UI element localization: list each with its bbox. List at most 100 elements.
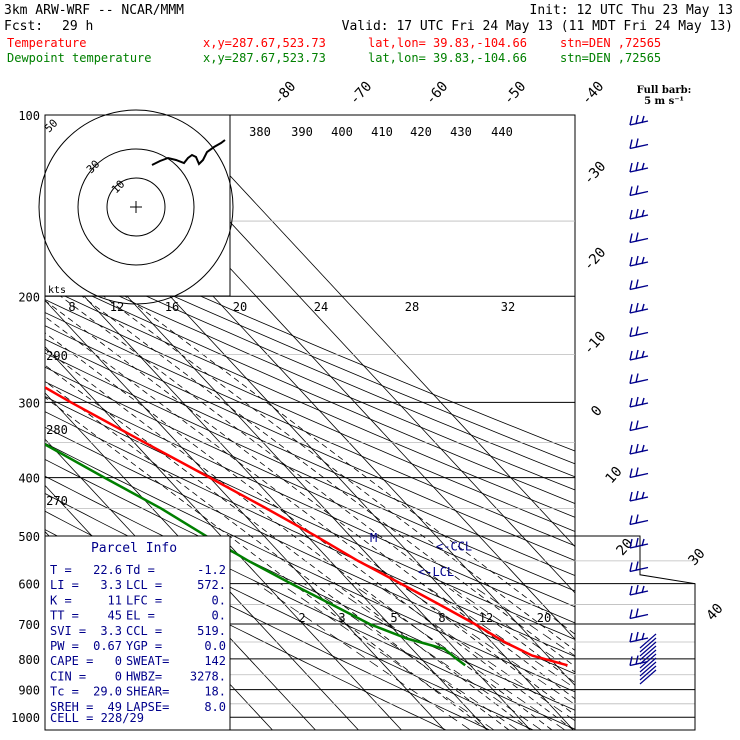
- parcel-info-cell: 572.: [197, 578, 226, 592]
- wind-barbs: [629, 114, 657, 685]
- parcel-info-cell: Tc =: [50, 685, 79, 699]
- fcst-label: Fcst:: [4, 19, 43, 34]
- parcel-info-cell: 45: [108, 609, 122, 623]
- pressure-tick-label: 600: [18, 578, 40, 592]
- parcel-cell: CELL = 228/29: [50, 711, 144, 725]
- temperature-tick-label: -40: [579, 79, 608, 109]
- parcel-info-cell: 0.: [212, 593, 226, 607]
- parcel-info-cell: CCL =: [126, 624, 162, 638]
- temperature-tick-label: 10: [602, 464, 625, 487]
- temperature-tick-label: 0: [588, 403, 606, 420]
- parcel-info-cell: SHEAR=: [126, 685, 169, 699]
- theta-label: 420: [410, 125, 432, 139]
- parcel-info-cell: K =: [50, 593, 72, 607]
- legend-dewpoint-latlon: lat,lon= 39.83,-104.66: [368, 51, 527, 65]
- mixing-ratio-label: 2: [298, 611, 305, 625]
- pressure-tick-label: 400: [18, 472, 40, 486]
- theta-side-label: 270: [46, 494, 68, 508]
- parcel-info-cell: CIN =: [50, 669, 86, 683]
- mixing-ratio-label: 20: [537, 611, 551, 625]
- temperature-tick-label: -60: [423, 79, 452, 109]
- legend-temperature-stn: stn=DEN ,72565: [560, 36, 661, 50]
- temperature-tick-label: -70: [347, 79, 376, 109]
- temperature-tick-label: -80: [271, 79, 300, 109]
- parcel-info-cell: 3.3: [100, 578, 122, 592]
- parcel-info-cell: LCL =: [126, 578, 162, 592]
- mixing-ratio-label: 3: [338, 611, 345, 625]
- parcel-info-cell: Td =: [126, 563, 155, 577]
- parcel-info-cell: PW =: [50, 639, 79, 653]
- theta-label: 390: [291, 125, 313, 139]
- model-title: 3km ARW-WRF -- NCAR/MMM: [4, 3, 184, 18]
- parcel-info-cell: 0.0: [204, 639, 226, 653]
- parcel-info-cell: SWEAT=: [126, 654, 169, 668]
- parcel-info-cell: LI =: [50, 578, 79, 592]
- mixing-ratio-label: 12: [110, 300, 124, 314]
- theta-label: 440: [491, 125, 513, 139]
- sounding-annotation: <-LCL: [418, 565, 454, 579]
- mixing-ratio-label: 16: [165, 300, 179, 314]
- theta-label: 430: [450, 125, 472, 139]
- parcel-info-cell: EL =: [126, 609, 155, 623]
- parcel-info-cell: 11: [108, 593, 122, 607]
- parcel-info-cell: 18.: [204, 685, 226, 699]
- temperature-tick-label: -10: [581, 329, 610, 359]
- mixing-ratio-label: 32: [501, 300, 515, 314]
- parcel-info-cell: 142: [204, 654, 226, 668]
- theta-label: 410: [371, 125, 393, 139]
- pressure-tick-label: 1000: [11, 711, 40, 725]
- pressure-axis: 100 200 300 400 500 600 700 800 900 1000: [11, 109, 40, 725]
- theta-side-label: 280: [46, 423, 68, 437]
- theta-side-label: 290: [46, 349, 68, 363]
- parcel-info-cell: 29.0: [93, 685, 122, 699]
- temperature-tick-label: -20: [581, 245, 610, 275]
- hodograph-trace: [151, 139, 226, 166]
- parcel-info-cell: TT =: [50, 609, 79, 623]
- pressure-tick-label: 500: [18, 530, 40, 544]
- pressure-tick-label: 200: [18, 290, 40, 304]
- parcel-info-cell: SVI =: [50, 624, 86, 638]
- legend-temperature-xy: x,y=287.67,523.73: [203, 36, 326, 50]
- parcel-info-cell: 3278.: [190, 669, 226, 683]
- parcel-info-cell: 49: [108, 700, 122, 714]
- parcel-info-cell: 0.: [212, 609, 226, 623]
- parcel-info-cell: SREH =: [50, 700, 93, 714]
- parcel-info-cell: 22.6: [93, 563, 122, 577]
- mixing-ratio-label: 8: [438, 611, 445, 625]
- parcel-info-cell: 3.3: [100, 624, 122, 638]
- pressure-tick-label: 300: [18, 396, 40, 410]
- parcel-info-panel: Parcel Info T = 22.6 Td = -1.2 LI = 3.3 LCL = 5…: [44, 535, 231, 731]
- temperature-tick-label: -50: [501, 79, 530, 109]
- temperature-tick-label: 30: [685, 546, 708, 569]
- theta-label: 380: [249, 125, 271, 139]
- mixing-ratio-label: 12: [479, 611, 493, 625]
- legend: Temperature x,y=287.67,523.73 lat,lon= 3…: [7, 36, 661, 65]
- parcel-info-cell: 0: [115, 654, 122, 668]
- pressure-tick-label: 900: [18, 684, 40, 698]
- parcel-info-cell: 8.0: [204, 700, 226, 714]
- hodograph-origin: [130, 201, 142, 213]
- parcel-info-cell: YGP =: [126, 639, 162, 653]
- mixing-ratio-label: 8: [68, 300, 75, 314]
- legend-dewpoint-xy: x,y=287.67,523.73: [203, 51, 326, 65]
- barb-key-value: 5 m s⁻¹: [644, 96, 684, 107]
- parcel-info-cell: T =: [50, 563, 72, 577]
- sounding-annotation: M: [370, 531, 377, 545]
- hodograph: 10 30 50 kts: [38, 109, 234, 305]
- theta-label: 400: [331, 125, 353, 139]
- legend-temperature-name: Temperature: [7, 36, 86, 50]
- temperature-tick-label: 40: [703, 601, 726, 624]
- mixing-ratio-labels: 8 12 16 20 24 28 32 2 3 5 8 12 20: [68, 300, 551, 625]
- mixing-ratio-label: 28: [405, 300, 419, 314]
- parcel-info-cell: CAPE =: [50, 654, 93, 668]
- temperature-labels: -80 -70 -60 -50 -40 -30 -20 -10 0 10 20 30 40: [271, 79, 727, 624]
- parcel-info-cell: 0: [115, 669, 122, 683]
- init-time: Init: 12 UTC Thu 23 May 13: [530, 3, 734, 18]
- parcel-info-cell: -1.2: [197, 563, 226, 577]
- dewpoint-line: [45, 443, 466, 667]
- barb-key-title: Full barb:: [637, 85, 692, 96]
- parcel-info-cell: 519.: [197, 624, 226, 638]
- temperature-tick-label: -30: [581, 159, 610, 189]
- hodograph-unit: kts: [48, 285, 66, 296]
